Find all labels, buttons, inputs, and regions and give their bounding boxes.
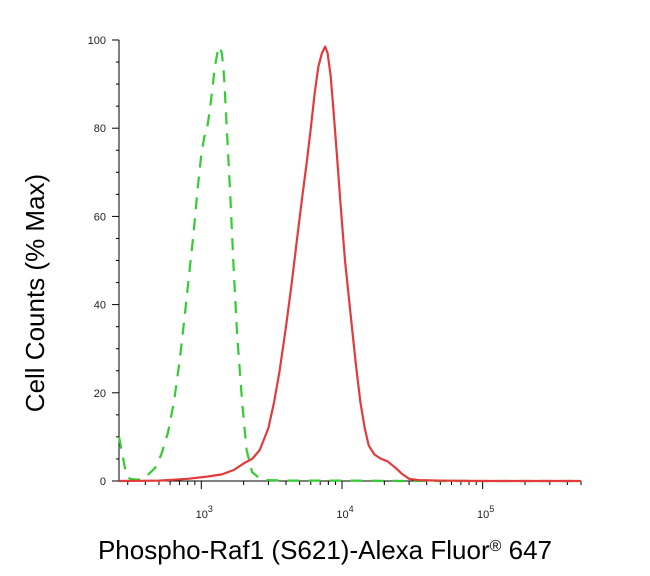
series-layer — [117, 45, 581, 483]
y-tick-label: 20 — [94, 388, 106, 400]
plot-frame — [118, 40, 581, 482]
x-tick-label: 104 — [336, 504, 353, 521]
x-tick-label: 105 — [477, 504, 494, 521]
x-axis-title-superscript: ® — [490, 538, 502, 555]
y-tick-label: 40 — [94, 300, 106, 312]
x-axis-title-main: Phospho-Raf1 (S621)-Alexa Fluor — [98, 535, 490, 565]
y-tick-label: 60 — [94, 211, 106, 223]
x-tick-label: 103 — [196, 504, 213, 521]
series-line-control — [117, 45, 581, 483]
series-line-sample — [118, 45, 581, 483]
y-tick-label: 80 — [94, 123, 106, 135]
x-axis-title-suffix: 647 — [501, 535, 552, 565]
y-axis: 0 20 40 60 80 100 — [88, 35, 119, 488]
x-axis: 103 104 105 — [127, 481, 582, 521]
y-tick-label: 100 — [88, 35, 106, 47]
y-tick-label: 0 — [100, 476, 106, 488]
x-axis-title: Phospho-Raf1 (S621)-Alexa Fluor® 647 — [98, 535, 552, 565]
y-axis-title: Cell Counts (% Max) — [20, 174, 50, 412]
